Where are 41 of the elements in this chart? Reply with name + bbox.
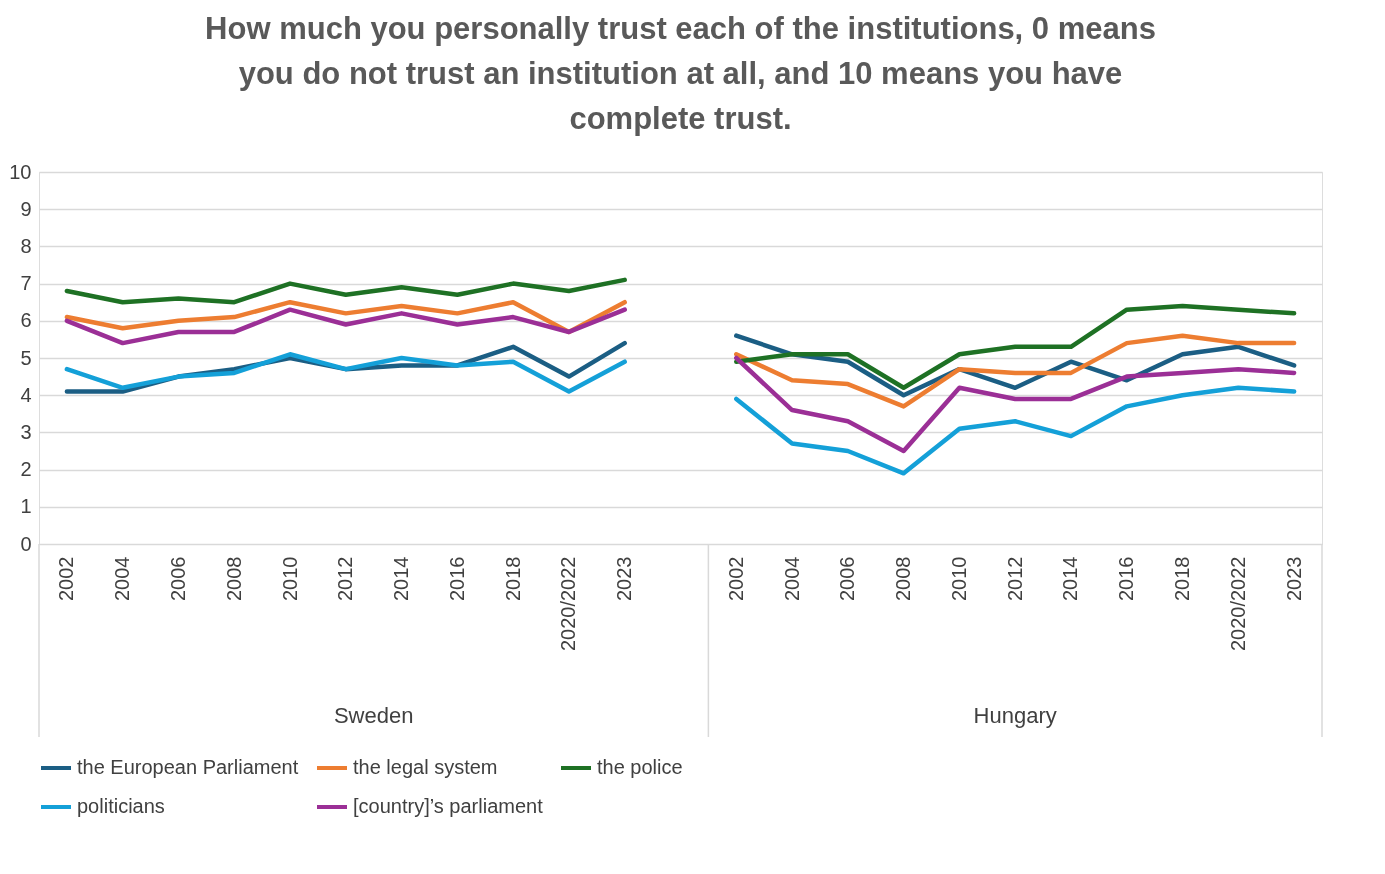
y-tick-label: 0 xyxy=(20,532,32,555)
x-tick-label: 2002 xyxy=(724,556,747,601)
legend-label: the police xyxy=(597,756,683,778)
x-tick-label: 2020/2022 xyxy=(557,556,580,652)
x-tick-label: 2016 xyxy=(445,556,468,601)
x-tick-label: 2018 xyxy=(501,556,524,601)
y-tick-label: 6 xyxy=(20,309,32,332)
legend-label: [country]’s parliament xyxy=(353,795,544,817)
x-tick-label: 2010 xyxy=(278,556,301,601)
legend-label: the European Parliament xyxy=(77,756,299,778)
x-tick-label: 2006 xyxy=(836,556,859,601)
x-tick-label: 2018 xyxy=(1171,556,1194,601)
x-tick-label: 2008 xyxy=(222,556,245,601)
x-tick-label: 2012 xyxy=(334,556,357,601)
y-tick-label: 10 xyxy=(9,160,32,183)
y-tick-label: 9 xyxy=(20,197,32,220)
legend-label: politicians xyxy=(77,795,165,817)
x-tick-label: 2014 xyxy=(1059,556,1082,601)
y-tick-label: 7 xyxy=(20,272,32,295)
x-tick-label: 2008 xyxy=(892,556,915,601)
y-tick-label: 5 xyxy=(20,346,32,369)
x-tick-label: 2002 xyxy=(55,556,78,601)
y-tick-label: 3 xyxy=(20,420,32,443)
x-tick-label: 2004 xyxy=(780,556,803,601)
x-tick-label: 2004 xyxy=(111,556,134,601)
x-tick-label: 2010 xyxy=(947,556,970,601)
x-tick-label: 2023 xyxy=(1282,556,1305,601)
text: Hungary xyxy=(973,703,1057,728)
legend-label: the legal system xyxy=(353,756,498,778)
x-tick-label: 2012 xyxy=(1003,556,1026,601)
text: Sweden xyxy=(333,703,414,728)
x-tick-label: 2016 xyxy=(1115,556,1138,601)
x-tick-label: 2020/2022 xyxy=(1226,556,1249,652)
x-tick-label: 2014 xyxy=(390,556,413,601)
chart-title: How much you personally trust each of the institutions, 0 means you do not trust an institution at all, and 10 means you have complete trust. xyxy=(205,11,1156,136)
y-tick-label: 8 xyxy=(20,234,32,257)
y-tick-label: 1 xyxy=(20,495,32,518)
x-tick-label: 2006 xyxy=(166,556,189,601)
y-tick-label: 4 xyxy=(20,383,32,406)
y-tick-label: 2 xyxy=(20,458,32,481)
x-tick-label: 2023 xyxy=(613,556,636,601)
